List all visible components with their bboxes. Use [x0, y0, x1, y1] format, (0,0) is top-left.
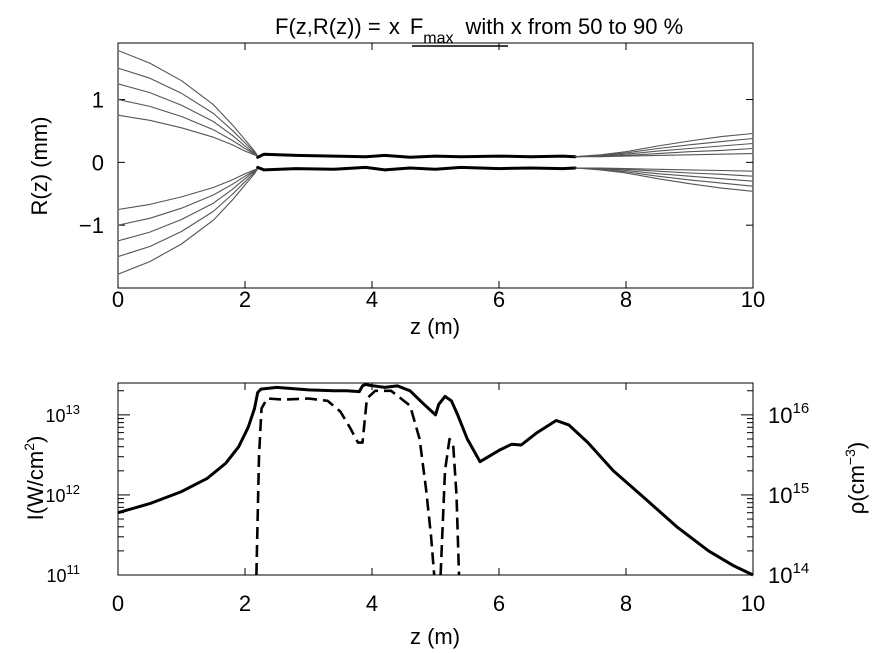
bottom-plot-frame — [117, 382, 754, 576]
bottom-x-axis-label: z (m) — [410, 624, 460, 649]
top-thin-envelope-line — [117, 168, 259, 258]
bottom-right-y-tick-label: 1015 — [768, 480, 809, 508]
top-thick-envelope-line — [256, 165, 577, 172]
top-thick-envelope-line — [256, 152, 577, 159]
top-thin-envelope-line — [117, 98, 259, 157]
top-thin-envelope-line — [574, 167, 754, 187]
top-chart-title: F(z,R(z)) = x Fmax with x from 50 to 90 % — [275, 14, 683, 47]
top-thin-envelope-line — [574, 167, 754, 172]
top-thin-envelope-line — [117, 168, 259, 211]
top-thin-envelope-line — [574, 167, 754, 182]
top-x-tick-label: 4 — [366, 287, 378, 312]
bottom-right-y-tick-label: 1014 — [768, 560, 809, 588]
top-y-tick-label: 0 — [92, 150, 104, 175]
top-thin-envelope-line — [117, 168, 259, 242]
top-y-axis-label: R(z) (mm) — [27, 117, 52, 216]
top-y-tick-label: 1 — [92, 88, 104, 113]
bottom-x-tick-label: 4 — [366, 591, 378, 616]
top-thin-envelope-line — [574, 167, 754, 192]
bottom-x-tick-label: 6 — [493, 591, 505, 616]
bottom-x-tick-label: 10 — [741, 591, 765, 616]
top-thin-envelope-line — [574, 147, 754, 158]
bottom-x-tick-label: 8 — [620, 591, 632, 616]
plasma-density-line — [439, 437, 461, 576]
top-x-tick-label: 10 — [741, 287, 765, 312]
bottom-x-tick-label: 2 — [239, 591, 251, 616]
top-thin-envelope-line — [117, 168, 259, 275]
top-thin-envelope-line — [117, 67, 259, 157]
top-x-tick-label: 6 — [493, 287, 505, 312]
top-chart: F(z,R(z)) = x Fmax with x from 50 to 90 % … — [27, 14, 765, 339]
bottom-left-y-tick-label: 1012 — [46, 482, 81, 506]
bottom-series-group — [117, 382, 754, 577]
top-thin-envelope-line — [574, 137, 754, 158]
bottom-chart: 0 2 4 6 8 10 1011 1012 1013 1014 1015 1016 z (m) I(… — [21, 382, 869, 649]
bottom-left-y-axis-label: I(W/cm2) — [21, 436, 48, 521]
top-thin-envelope-line — [117, 168, 259, 226]
top-thin-envelope-line — [117, 83, 259, 157]
top-x-axis-label: z (m) — [410, 314, 460, 339]
bottom-left-y-tick-label: 1013 — [46, 402, 81, 426]
top-series-group — [117, 49, 754, 275]
top-plot-frame — [117, 42, 754, 289]
bottom-right-y-axis-label: ρ(cm−3) — [842, 442, 869, 514]
top-axis-ticks: 0 2 4 6 8 10 −1 0 1 — [79, 43, 765, 312]
top-x-tick-label: 0 — [112, 287, 124, 312]
top-x-tick-label: 2 — [239, 287, 251, 312]
bottom-x-tick-label: 0 — [112, 591, 124, 616]
top-thin-envelope-line — [117, 49, 259, 157]
bottom-left-y-tick-label: 1011 — [46, 562, 80, 586]
bottom-axis-ticks: 0 2 4 6 8 10 1011 1012 1013 1014 1015 1016 — [46, 383, 809, 616]
plasma-density-line — [255, 389, 436, 576]
bottom-right-y-tick-label: 1016 — [768, 400, 809, 428]
top-thin-envelope-line — [117, 114, 259, 157]
top-thin-envelope-line — [574, 132, 754, 158]
intensity-line — [117, 382, 754, 577]
top-thin-envelope-line — [574, 153, 754, 158]
top-x-tick-label: 8 — [620, 287, 632, 312]
top-y-tick-label: −1 — [79, 213, 104, 238]
